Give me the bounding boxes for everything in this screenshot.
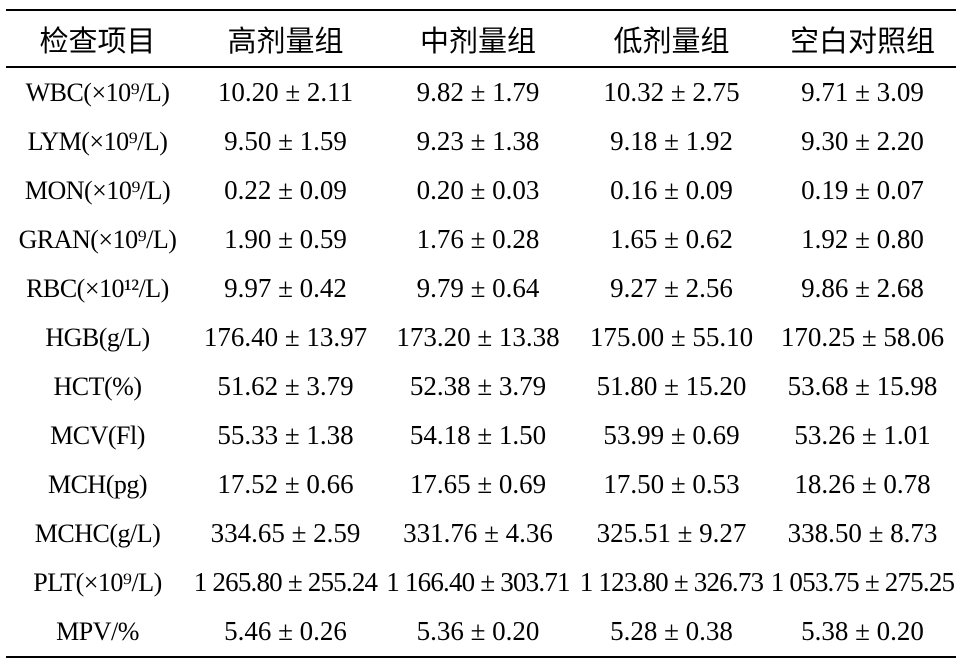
table-row: LYM(×10⁹/L) 9.50 ± 1.59 9.23 ± 1.38 9.18 ± … [6, 117, 956, 166]
value-cell: 0.16 ± 0.09 [610, 175, 733, 205]
value-cell: 10.32 ± 2.75 [603, 77, 740, 107]
value-cell: 53.99 ± 0.69 [603, 420, 740, 450]
value-cell: 0.20 ± 0.03 [416, 175, 540, 205]
value-cell: 331.76 ± 4.36 [403, 518, 553, 548]
value-cell: 55.33 ± 1.38 [217, 420, 354, 450]
value-cell: 9.18 ± 1.92 [610, 126, 733, 156]
value-cell: 1 166.40 ± 303.71 [386, 567, 570, 597]
value-cell: 0.19 ± 0.07 [801, 175, 924, 205]
value-cell: 9.79 ± 0.64 [416, 273, 540, 303]
value-cell: 1 053.75 ± 275.25 [770, 567, 955, 597]
value-cell: 1.65 ± 0.62 [610, 224, 733, 254]
header-mid-dose: 中剂量组 [419, 23, 536, 58]
value-cell: 1 265.80 ± 255.24 [193, 567, 378, 597]
row-label: MCH(pg) [47, 469, 148, 499]
value-cell: 9.82 ± 1.79 [416, 77, 540, 107]
value-cell: 9.30 ± 2.20 [801, 126, 924, 156]
header-test-item: 检查项目 [39, 23, 156, 58]
row-label: LYM(×10⁹/L) [27, 126, 168, 156]
value-cell: 1.76 ± 0.28 [416, 224, 540, 254]
value-cell: 17.52 ± 0.66 [217, 469, 354, 499]
value-cell: 52.38 ± 3.79 [409, 371, 547, 401]
value-cell: 51.80 ± 15.20 [596, 371, 747, 401]
row-label: MCHC(g/L) [34, 518, 161, 548]
value-cell: 17.50 ± 0.53 [603, 469, 740, 499]
header-blank-control: 空白对照组 [789, 23, 935, 58]
row-label: MCV(Fl) [50, 420, 145, 450]
header-low-dose: 低剂量组 [613, 23, 730, 58]
value-cell: 9.50 ± 1.59 [224, 126, 347, 156]
value-cell: 10.20 ± 2.11 [217, 77, 354, 107]
value-cell: 338.50 ± 8.73 [787, 518, 938, 548]
table-row: MCV(Fl) 55.33 ± 1.38 54.18 ± 1.50 53.99 ± 0… [6, 411, 956, 460]
table-row: MON(×10⁹/L) 0.22 ± 0.09 0.20 ± 0.03 0.16 ± … [6, 166, 956, 215]
table-header: 检查项目 高剂量组 中剂量组 低剂量组 空白对照组 [6, 10, 956, 67]
value-cell: 5.46 ± 0.26 [224, 616, 347, 646]
value-cell: 0.22 ± 0.09 [224, 175, 347, 205]
table-row: MCH(pg) 17.52 ± 0.66 17.65 ± 0.69 17.50 ± 0… [6, 460, 956, 509]
row-label: MON(×10⁹/L) [24, 175, 171, 205]
row-label: RBC(×10¹²/L) [26, 273, 169, 303]
row-label: WBC(×10⁹/L) [25, 77, 170, 107]
row-label: HGB(g/L) [45, 322, 150, 352]
results-table-container: 检查项目 高剂量组 中剂量组 低剂量组 空白对照组 WBC(×10⁹/L) 10.… [6, 9, 956, 658]
value-cell: 53.68 ± 15.98 [787, 371, 938, 401]
value-cell: 1.92 ± 0.80 [801, 224, 924, 254]
value-cell: 1.90 ± 0.59 [224, 224, 347, 254]
value-cell: 173.20 ± 13.38 [396, 322, 560, 352]
value-cell: 9.23 ± 1.38 [416, 126, 540, 156]
row-label: HCT(%) [53, 371, 142, 401]
value-cell: 17.65 ± 0.69 [409, 469, 547, 499]
value-cell: 5.28 ± 0.38 [610, 616, 733, 646]
value-cell: 334.65 ± 2.59 [210, 518, 361, 548]
value-cell: 175.00 ± 55.10 [589, 322, 754, 352]
header-high-dose: 高剂量组 [227, 23, 344, 58]
table-row: PLT(×10⁹/L) 1 265.80 ± 255.24 1 166.40 ± 3… [6, 558, 956, 607]
value-cell: 170.25 ± 58.06 [780, 322, 945, 352]
value-cell: 9.27 ± 2.56 [610, 273, 733, 303]
value-cell: 18.26 ± 0.78 [794, 469, 931, 499]
value-cell: 9.71 ± 3.09 [801, 77, 924, 107]
value-cell: 176.40 ± 13.97 [203, 322, 368, 352]
table-row: HCT(%) 51.62 ± 3.79 52.38 ± 3.79 51.80 ± 15… [6, 362, 956, 411]
value-cell: 1 123.80 ± 326.73 [579, 567, 764, 597]
table-row: MCHC(g/L) 334.65 ± 2.59 331.76 ± 4.36 325.5… [6, 509, 956, 558]
table-row: WBC(×10⁹/L) 10.20 ± 2.11 9.82 ± 1.79 10.32 … [6, 67, 956, 117]
value-cell: 54.18 ± 1.50 [409, 420, 547, 450]
row-label: GRAN(×10⁹/L) [18, 224, 177, 254]
header-row: 检查项目 高剂量组 中剂量组 低剂量组 空白对照组 [6, 10, 956, 67]
value-cell: 53.26 ± 1.01 [794, 420, 931, 450]
table-body: WBC(×10⁹/L) 10.20 ± 2.11 9.82 ± 1.79 10.32 … [6, 67, 956, 657]
value-cell: 325.51 ± 9.27 [596, 518, 747, 548]
table-row: MPV/% 5.46 ± 0.26 5.36 ± 0.20 5.28 ± 0.38 5.… [6, 607, 956, 657]
table-row: GRAN(×10⁹/L) 1.90 ± 0.59 1.76 ± 0.28 1.65 ±… [6, 215, 956, 264]
table-row: RBC(×10¹²/L) 9.97 ± 0.42 9.79 ± 0.64 9.27 ±… [6, 264, 956, 313]
table-row: HGB(g/L) 176.40 ± 13.97 173.20 ± 13.38 175.… [6, 313, 956, 362]
value-cell: 5.36 ± 0.20 [416, 616, 540, 646]
row-label: PLT(×10⁹/L) [33, 567, 162, 597]
value-cell: 9.97 ± 0.42 [224, 273, 347, 303]
row-label: MPV/% [56, 616, 139, 646]
blood-test-table: 检查项目 高剂量组 中剂量组 低剂量组 空白对照组 WBC(×10⁹/L) 10.… [6, 9, 956, 658]
value-cell: 5.38 ± 0.20 [801, 616, 924, 646]
value-cell: 9.86 ± 2.68 [801, 273, 924, 303]
value-cell: 51.62 ± 3.79 [217, 371, 354, 401]
